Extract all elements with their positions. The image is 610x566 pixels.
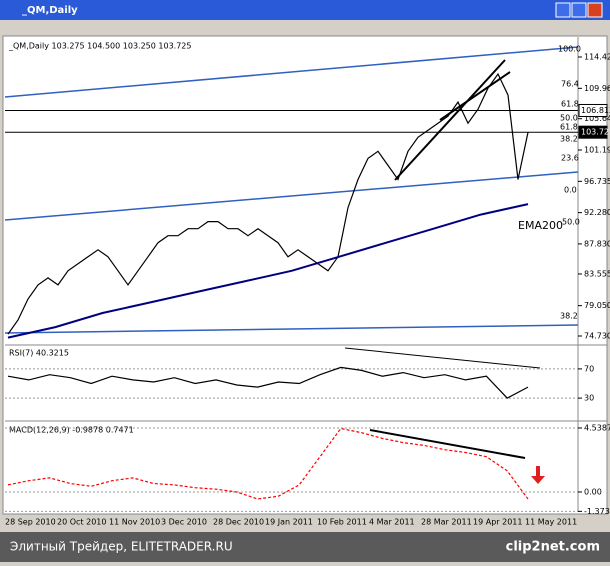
y-tick-label: 4.5387 xyxy=(584,423,610,432)
x-tick-label: 11 Nov 2010 xyxy=(109,518,160,527)
y-tick-label: 74.730 xyxy=(584,332,610,341)
y-tick-label: 70 xyxy=(584,364,594,373)
y-tick-label: 87.830 xyxy=(584,239,610,248)
window-title: _QM,Daily xyxy=(22,5,78,16)
price-box xyxy=(578,125,608,139)
series-line xyxy=(7,203,529,339)
x-tick-label: 28 Dec 2010 xyxy=(213,518,264,527)
series-line xyxy=(7,72,529,335)
y-tick-label: 30 xyxy=(584,394,594,403)
trend-line xyxy=(344,347,541,369)
x-tick-label: 19 Jan 2011 xyxy=(265,518,313,527)
x-tick-label: 11 May 2011 xyxy=(525,518,577,527)
channel-line xyxy=(4,171,579,221)
panel-title: _QM,Daily 103.275 104.500 103.250 103.72… xyxy=(8,42,191,51)
x-tick-label: 4 Mar 2011 xyxy=(369,518,415,527)
annotation: EMA200 xyxy=(518,219,563,232)
y-tick-label: 109.965 xyxy=(584,84,610,93)
channel-line xyxy=(4,324,579,334)
x-tick-label: 10 Feb 2011 xyxy=(317,518,367,527)
y-tick-label: 114.420 xyxy=(584,53,610,62)
y-tick-label: 92.280 xyxy=(584,208,610,217)
y-tick-label: 105.645 xyxy=(584,114,610,123)
annotation: 50.0 xyxy=(562,218,580,227)
footer xyxy=(0,532,610,562)
panel-title: RSI(7) 40.3215 xyxy=(9,349,69,358)
down-arrow xyxy=(531,466,545,484)
x-tick-label: 3 Dec 2010 xyxy=(161,518,207,527)
price-level-label: 103.725 xyxy=(581,128,610,137)
y-tick-label: 101.190 xyxy=(584,146,610,155)
y-tick-label: -1.3733 xyxy=(584,507,610,516)
trend-line xyxy=(369,429,526,459)
annotation: 61.8 xyxy=(561,100,579,109)
annotation: 50.0 xyxy=(560,114,578,123)
y-tick-label: 79.050 xyxy=(584,301,610,310)
annotation: 61.8 xyxy=(560,123,578,132)
price-level-label: 106.813 xyxy=(581,106,610,115)
annotation: 76.4 xyxy=(561,80,579,89)
maximize-button[interactable] xyxy=(571,2,587,18)
title-bar xyxy=(0,0,610,20)
minimize-button[interactable] xyxy=(555,2,571,18)
annotation: 38.2 xyxy=(560,312,578,321)
y-tick-label: 96.735 xyxy=(584,177,610,186)
x-tick-label: 19 Apr 2011 xyxy=(473,518,522,527)
x-tick-label: 20 Oct 2010 xyxy=(57,518,106,527)
close-button[interactable] xyxy=(587,2,603,18)
series-line xyxy=(7,366,529,399)
logo[interactable]: clip2net.com xyxy=(506,540,600,555)
series-line xyxy=(7,427,529,500)
trend-line xyxy=(394,59,506,181)
y-tick-label: 83.555 xyxy=(584,269,610,278)
x-tick-label: 28 Mar 2011 xyxy=(421,518,472,527)
annotation: 38.2 xyxy=(560,135,578,144)
x-tick-label: 28 Sep 2010 xyxy=(5,518,56,527)
y-tick-label: 0.00 xyxy=(584,487,602,496)
chart-area xyxy=(2,35,608,515)
price-box xyxy=(578,103,608,117)
panel-title: MACD(12,26,9) -0.9878 0.7471 xyxy=(9,426,134,435)
annotation: 0.0 xyxy=(564,186,577,195)
annotation: 100.0 xyxy=(558,45,581,54)
footer-text: Элитный Трейдер, ELITETRADER.RU xyxy=(10,540,233,554)
channel-line xyxy=(4,46,579,98)
annotation: 23.6 xyxy=(561,154,579,163)
